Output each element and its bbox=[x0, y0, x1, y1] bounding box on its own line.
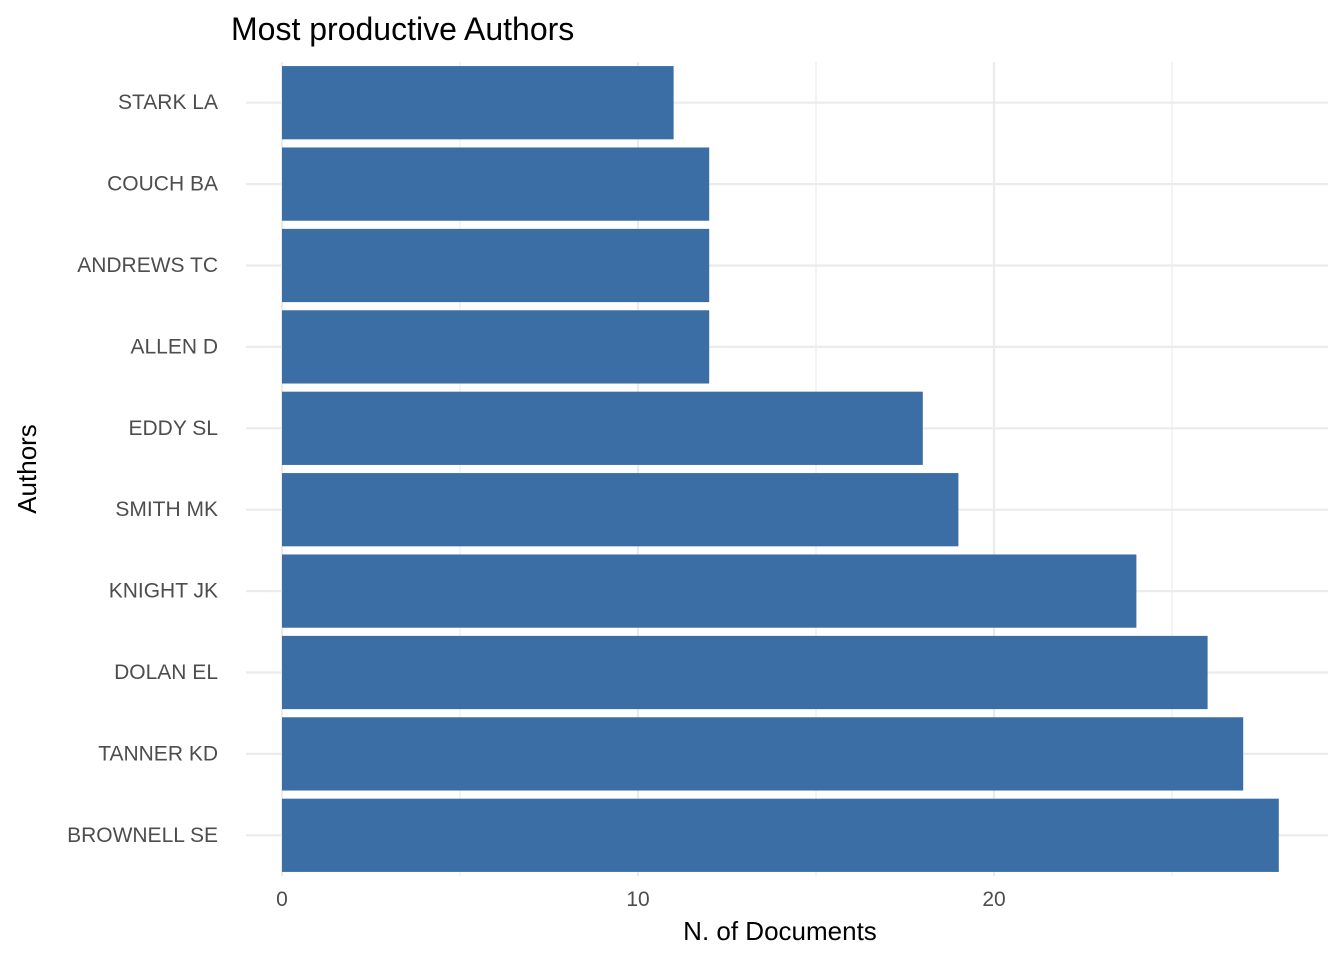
y-axis-title: Authors bbox=[12, 424, 42, 514]
bar-dolan-el bbox=[282, 635, 1208, 710]
x-tick-label: 20 bbox=[982, 888, 1005, 911]
y-tick-label: COUCH BA bbox=[107, 173, 218, 196]
x-axis-tick-labels: 0 10 20 bbox=[276, 888, 1006, 911]
y-tick-label: STARK LA bbox=[118, 91, 218, 114]
bar-eddy-sl bbox=[282, 391, 923, 465]
bar-brownell-se bbox=[282, 798, 1279, 872]
x-tick-label: 10 bbox=[626, 888, 649, 911]
y-axis-tick-labels: BROWNELL SE TANNER KD DOLAN EL KNIGHT JK SMI… bbox=[67, 91, 218, 847]
y-tick-label: BROWNELL SE bbox=[67, 824, 218, 847]
bar-couch-ba bbox=[282, 147, 710, 221]
bar-allen-d bbox=[282, 310, 710, 384]
y-tick-label: KNIGHT JK bbox=[109, 580, 218, 603]
y-tick-label: SMITH MK bbox=[115, 498, 218, 521]
y-tick-label: TANNER KD bbox=[98, 742, 218, 765]
y-tick-label: ALLEN D bbox=[130, 335, 218, 358]
x-axis-title: N. of Documents bbox=[683, 916, 877, 946]
bars bbox=[282, 66, 1279, 872]
bar-smith-mk bbox=[282, 473, 959, 547]
y-tick-label: DOLAN EL bbox=[114, 661, 218, 684]
bar-stark-la bbox=[282, 66, 674, 140]
y-tick-label: ANDREWS TC bbox=[77, 254, 218, 277]
chart-title: Most productive Authors bbox=[231, 11, 574, 47]
bar-knight-jk bbox=[282, 554, 1137, 628]
bar-tanner-kd bbox=[282, 717, 1244, 791]
bar-andrews-tc bbox=[282, 228, 710, 303]
y-tick-label: EDDY SL bbox=[129, 417, 219, 440]
x-tick-label: 0 bbox=[276, 888, 288, 911]
